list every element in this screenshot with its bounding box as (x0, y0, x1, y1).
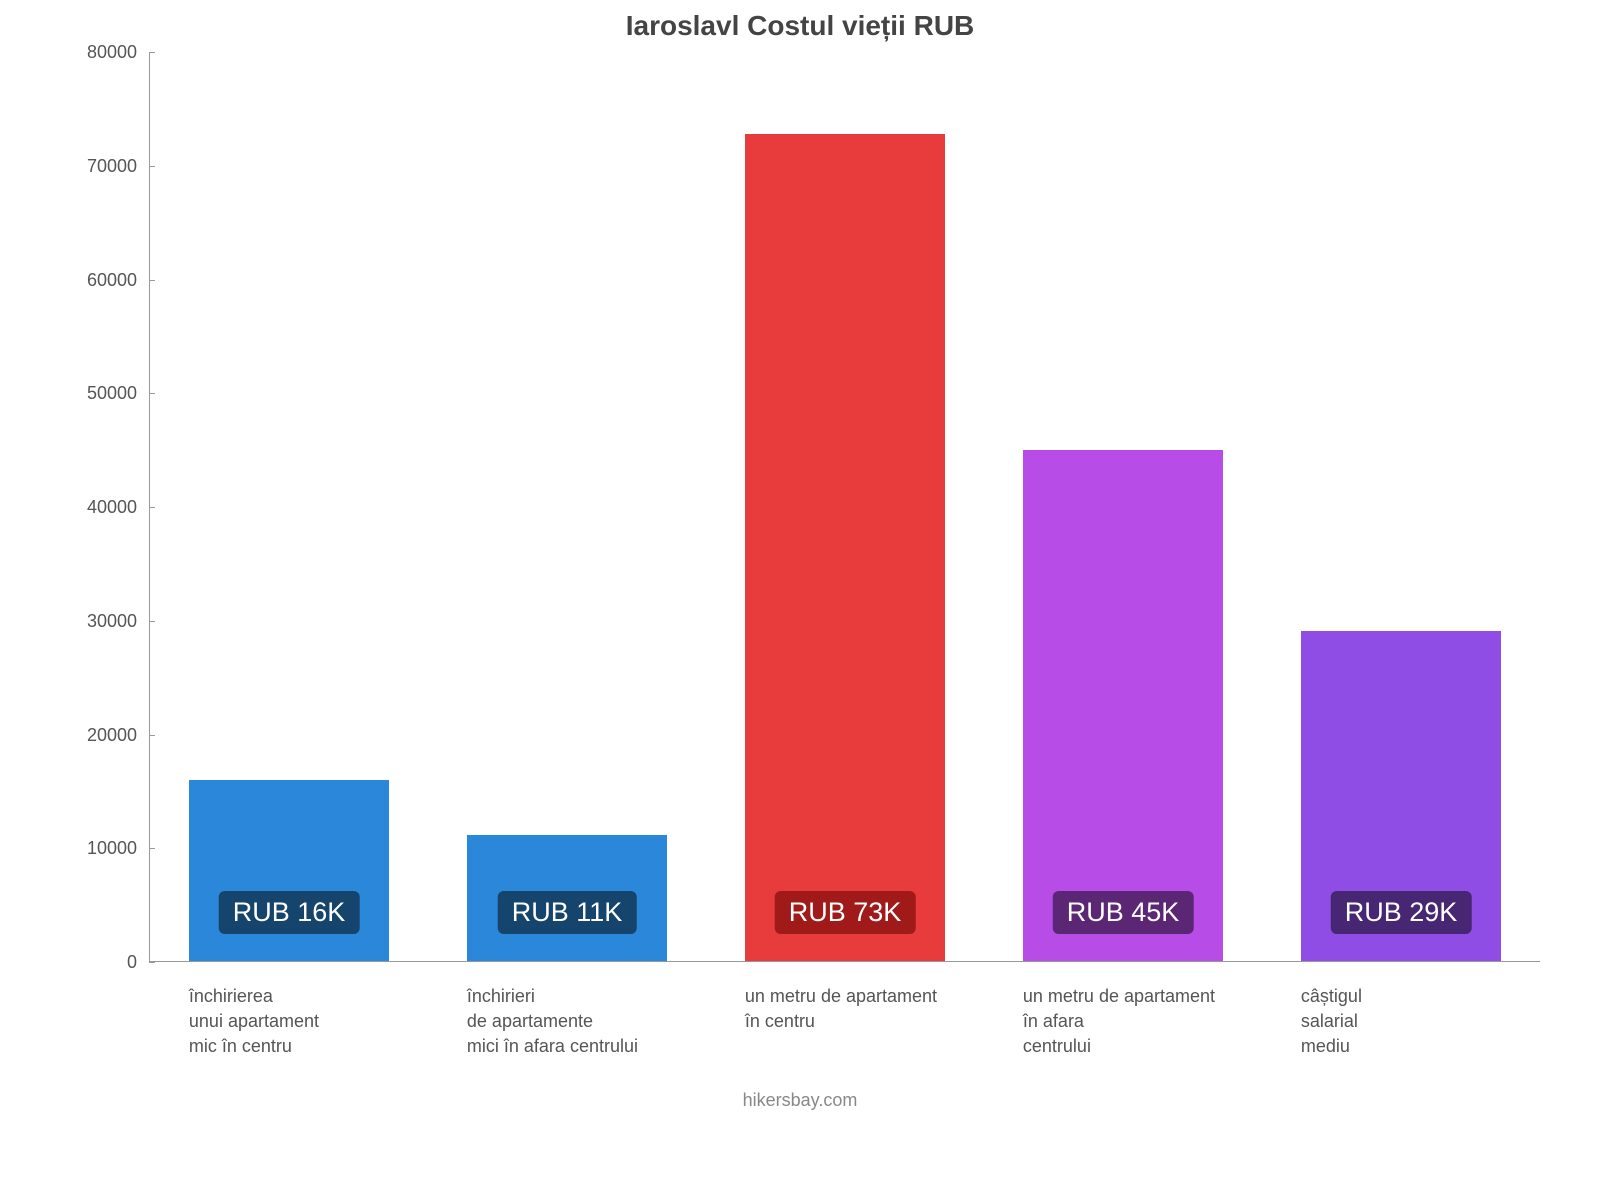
value-badge: RUB 45K (1053, 891, 1194, 934)
x-label: un metru de apartament în centru (745, 984, 937, 1034)
x-label: închirieri de apartamente mici în afara … (467, 984, 638, 1060)
bar: RUB 29K (1301, 631, 1501, 962)
chart-container: Iaroslavl Costul vieții RUB 010000200003… (60, 10, 1540, 962)
bar-slot: RUB 11K (428, 52, 706, 962)
value-badge: RUB 16K (219, 891, 360, 934)
x-label: un metru de apartament în afara centrulu… (1023, 984, 1215, 1060)
y-tick-mark (149, 962, 155, 963)
y-tick-label: 30000 (87, 611, 137, 632)
y-tick-label: 0 (127, 952, 137, 973)
y-tick-label: 50000 (87, 383, 137, 404)
bar-slot: RUB 45K (984, 52, 1262, 962)
bar: RUB 45K (1023, 450, 1223, 962)
bar: RUB 16K (189, 780, 389, 962)
x-label: câștigul salarial mediu (1301, 984, 1362, 1060)
plot-area-wrap: 0100002000030000400005000060000700008000… (60, 52, 1540, 962)
y-axis: 0100002000030000400005000060000700008000… (60, 52, 150, 962)
value-badge: RUB 11K (498, 891, 637, 934)
value-badge: RUB 29K (1331, 891, 1472, 934)
chart-credit: hikersbay.com (60, 1090, 1540, 1111)
y-tick-label: 80000 (87, 42, 137, 63)
x-label: închirierea unui apartament mic în centr… (189, 984, 319, 1060)
y-tick-label: 10000 (87, 838, 137, 859)
bar: RUB 73K (745, 134, 945, 962)
y-tick-label: 70000 (87, 156, 137, 177)
bar-slot: RUB 29K (1262, 52, 1540, 962)
bar-slot: RUB 73K (706, 52, 984, 962)
y-tick-label: 60000 (87, 270, 137, 291)
bar: RUB 11K (467, 835, 667, 962)
bars-row: RUB 16K RUB 11K RUB 73K RUB 45K RUB 29K (150, 52, 1540, 962)
y-tick-label: 20000 (87, 725, 137, 746)
value-badge: RUB 73K (775, 891, 916, 934)
plot-area: RUB 16K RUB 11K RUB 73K RUB 45K RUB 29K (150, 52, 1540, 962)
chart-title: Iaroslavl Costul vieții RUB (60, 10, 1540, 42)
y-tick-label: 40000 (87, 497, 137, 518)
x-baseline (150, 961, 1540, 962)
bar-slot: RUB 16K (150, 52, 428, 962)
